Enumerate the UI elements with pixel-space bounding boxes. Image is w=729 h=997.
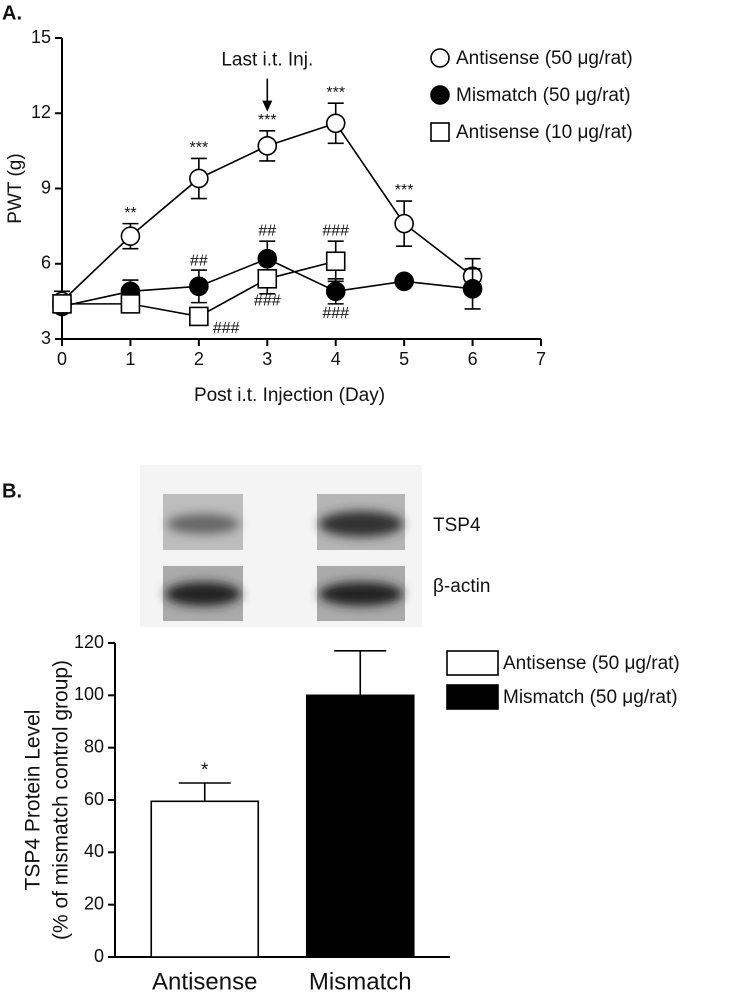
annotation: ### bbox=[322, 305, 349, 322]
x-tick-label: 4 bbox=[331, 349, 341, 369]
y-tick-label: 9 bbox=[41, 177, 51, 197]
marker bbox=[394, 271, 414, 292]
y-tick-label: 40 bbox=[84, 841, 104, 861]
annotation: ### bbox=[213, 320, 240, 337]
blot-image bbox=[140, 465, 422, 627]
x-axis-label: Post i.t. Injection (Day) bbox=[194, 385, 385, 406]
annotation: Last i.t. Inj. bbox=[221, 50, 313, 71]
annotation-arrowhead bbox=[262, 100, 273, 112]
legend-swatch bbox=[446, 650, 499, 676]
y-tick-label: 15 bbox=[31, 27, 51, 47]
y-axis-label: PWT (g) bbox=[5, 153, 26, 223]
x-tick-label: 2 bbox=[194, 349, 204, 369]
bar bbox=[150, 800, 260, 958]
marker bbox=[325, 113, 346, 134]
legend-swatch bbox=[446, 684, 499, 710]
marker bbox=[257, 268, 278, 289]
y-axis-label: TSP4 Protein Level bbox=[22, 710, 45, 891]
y-tick-label: 100 bbox=[74, 684, 104, 704]
panel-label: A. bbox=[2, 2, 22, 24]
legend-label: Antisense (50 μg/rat) bbox=[503, 653, 680, 674]
annotation: ### bbox=[254, 293, 281, 310]
x-tick-label: Antisense bbox=[152, 968, 257, 995]
annotation: ** bbox=[124, 205, 136, 222]
y-tick-label: 0 bbox=[94, 946, 104, 966]
marker bbox=[189, 276, 209, 297]
marker bbox=[189, 306, 209, 327]
marker bbox=[394, 213, 414, 234]
y-tick-label: 20 bbox=[84, 893, 104, 913]
marker bbox=[462, 279, 483, 299]
y-axis-label: (% of mismatch control group) bbox=[50, 660, 73, 940]
x-tick-label: 6 bbox=[468, 349, 478, 369]
legend-label: Antisense (10 μg/rat) bbox=[456, 122, 633, 143]
y-tick-label: 60 bbox=[84, 789, 104, 809]
annotation: ### bbox=[322, 222, 349, 239]
legend-marker bbox=[430, 48, 450, 68]
error-bar bbox=[178, 782, 231, 802]
blot-label: TSP4 bbox=[433, 515, 481, 536]
marker bbox=[189, 168, 209, 189]
y-tick-label: 3 bbox=[41, 328, 51, 348]
x-tick-label: 1 bbox=[125, 349, 135, 369]
marker bbox=[52, 294, 72, 314]
legend-marker bbox=[430, 85, 450, 105]
marker bbox=[120, 294, 141, 314]
blot-label: β-actin bbox=[433, 576, 490, 597]
x-tick-label: 7 bbox=[536, 349, 546, 369]
y-tick-label: 6 bbox=[41, 253, 51, 273]
annotation: *** bbox=[190, 140, 209, 157]
x-tick-label: Mismatch bbox=[309, 968, 412, 995]
error-bar bbox=[334, 650, 387, 696]
annotation: ## bbox=[258, 222, 276, 239]
panel-label: B. bbox=[2, 480, 22, 502]
marker bbox=[257, 136, 278, 156]
annotation: *** bbox=[326, 84, 345, 101]
x-tick-label: 3 bbox=[262, 349, 272, 369]
y-tick-label: 80 bbox=[84, 736, 104, 756]
marker bbox=[325, 281, 346, 302]
marker bbox=[120, 226, 141, 246]
legend-marker bbox=[430, 122, 450, 142]
legend-label: Mismatch (50 μg/rat) bbox=[456, 85, 631, 106]
y-tick-label: 120 bbox=[74, 632, 104, 652]
bar bbox=[305, 694, 415, 958]
x-tick-label: 5 bbox=[399, 349, 409, 369]
x-tick-label: 0 bbox=[57, 349, 67, 369]
annotation: *** bbox=[395, 182, 414, 199]
legend-label: Antisense (50 μg/rat) bbox=[456, 48, 633, 69]
marker bbox=[325, 251, 346, 272]
annotation: *** bbox=[258, 112, 277, 129]
y-tick-label: 12 bbox=[31, 102, 51, 122]
annotation: ## bbox=[190, 252, 208, 269]
annotation: * bbox=[201, 760, 209, 781]
legend-label: Mismatch (50 μg/rat) bbox=[503, 687, 678, 708]
